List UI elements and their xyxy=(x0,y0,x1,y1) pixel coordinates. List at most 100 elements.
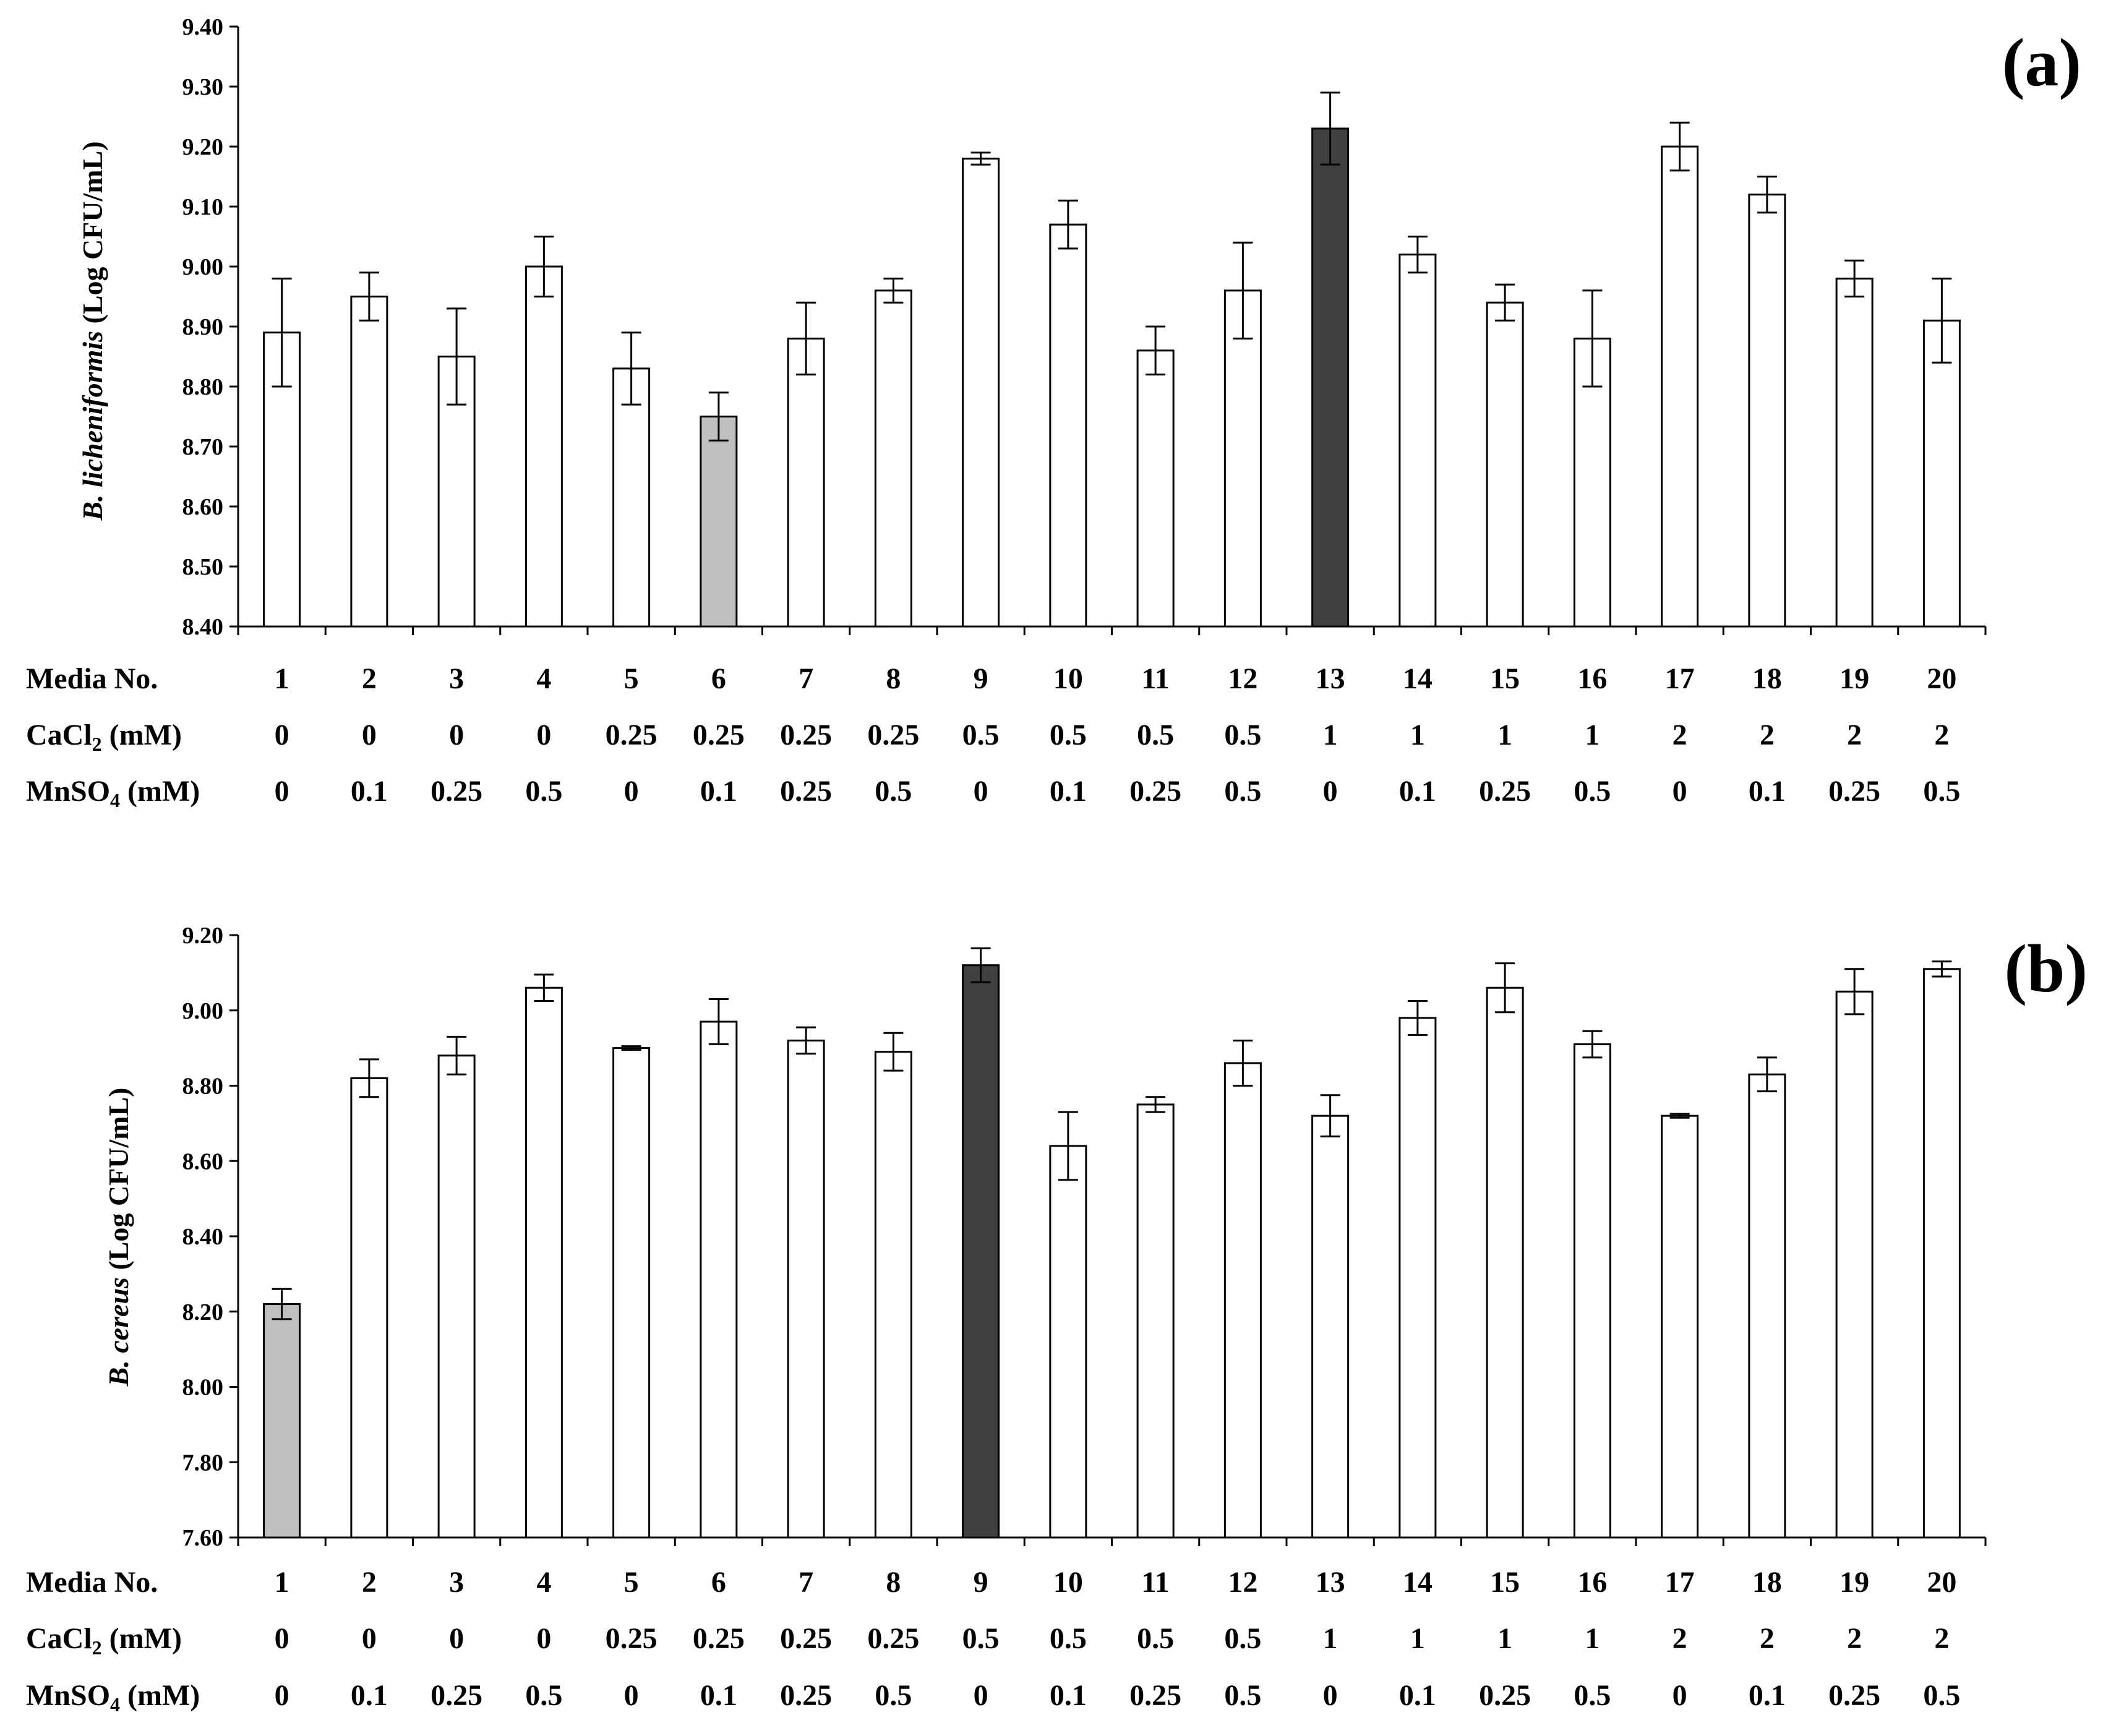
bar xyxy=(787,1039,825,1539)
media-no-cell: 7 xyxy=(799,1566,813,1599)
cacl2-cell: 0.25 xyxy=(606,719,657,751)
media-no-cell: 9 xyxy=(974,1566,988,1599)
media-no-cell: 8 xyxy=(886,1566,901,1599)
y-tick-label: 8.40 xyxy=(182,1224,224,1250)
cacl2-cell: 2 xyxy=(1760,1622,1775,1655)
media-no-cell: 1 xyxy=(275,662,289,695)
media-no-cell: 2 xyxy=(362,662,377,695)
media-no-cell: 14 xyxy=(1403,662,1433,695)
bar xyxy=(263,1303,301,1539)
y-tick-label: 9.00 xyxy=(182,998,224,1024)
mnso4-cell: 0 xyxy=(1323,775,1338,808)
media-no-cell: 15 xyxy=(1490,1566,1520,1599)
mnso4-cell: 0.5 xyxy=(525,775,562,808)
bar xyxy=(437,1054,476,1539)
cacl2-cell: 1 xyxy=(1497,1622,1512,1655)
row-label-cacl2: CaCl2 (mM) xyxy=(26,719,182,755)
row-label-cacl2-unit: (mM) xyxy=(102,1622,182,1655)
media-no-cell: 20 xyxy=(1927,662,1956,695)
media-no-cell: 10 xyxy=(1053,1566,1083,1599)
mnso4-cell: 0 xyxy=(624,775,639,808)
row-label-mnso4: MnSO4 (mM) xyxy=(26,775,200,811)
cacl2-cell: 1 xyxy=(1410,1622,1425,1655)
media-no-cell: 4 xyxy=(536,662,551,695)
y-tick-label: 7.80 xyxy=(182,1450,224,1476)
bar xyxy=(1922,319,1961,628)
bar xyxy=(1398,1017,1437,1539)
cacl2-cell: 0 xyxy=(362,719,377,751)
media-no-cell: 5 xyxy=(624,662,639,695)
cacl2-cell: 0.25 xyxy=(693,1622,745,1655)
bar xyxy=(1748,1073,1786,1539)
y-axis-label-a: B. licheniformis (Log CFU/mL) xyxy=(77,141,108,521)
mnso4-cell: 0.25 xyxy=(1479,775,1531,808)
media-no-cell: 10 xyxy=(1053,662,1083,695)
panel-label-a: (a) xyxy=(2002,25,2081,100)
mnso4-cell: 0.1 xyxy=(1399,775,1436,808)
cacl2-cell: 2 xyxy=(1673,1622,1687,1655)
row-label-cacl2-main: CaCl xyxy=(26,1622,92,1655)
mnso4-cell: 0.1 xyxy=(1749,1679,1786,1712)
mnso4-cell: 0.25 xyxy=(430,775,482,808)
bar xyxy=(874,1051,912,1539)
y-axis-label-a-italic: B. licheniformis xyxy=(77,331,108,521)
y-tick-label: 8.60 xyxy=(182,1148,224,1174)
media-no-cell: 6 xyxy=(711,1566,726,1599)
mnso4-cell: 0.1 xyxy=(1050,1679,1087,1712)
media-no-cell: 3 xyxy=(449,662,464,695)
bar xyxy=(874,289,912,628)
mnso4-cell: 0.1 xyxy=(351,1679,388,1712)
media-no-cell: 5 xyxy=(624,1566,639,1599)
bar xyxy=(1573,1043,1611,1539)
cacl2-cell: 2 xyxy=(1673,719,1687,751)
cacl2-cell: 0 xyxy=(275,719,289,751)
cacl2-cell: 0 xyxy=(449,1622,464,1655)
cacl2-cell: 1 xyxy=(1323,1622,1338,1655)
y-axis-label-b-italic: B. cereus xyxy=(103,1277,134,1387)
y-tick-label: 8.50 xyxy=(182,554,224,580)
cacl2-cell: 2 xyxy=(1934,1622,1949,1655)
cacl2-cell: 0.5 xyxy=(1137,1622,1174,1655)
mnso4-cell: 0 xyxy=(275,775,289,808)
media-no-cell: 8 xyxy=(886,662,901,695)
y-tick-label: 8.60 xyxy=(182,494,224,520)
mnso4-cell: 0.5 xyxy=(1574,775,1611,808)
media-no-cell: 20 xyxy=(1927,1566,1956,1599)
y-tick-label: 8.40 xyxy=(182,614,224,640)
cacl2-cell: 0 xyxy=(449,719,464,751)
cacl2-cell: 1 xyxy=(1497,719,1512,751)
bar xyxy=(700,416,738,628)
bar xyxy=(962,157,1000,628)
media-no-cell: 14 xyxy=(1403,1566,1433,1599)
cacl2-cell: 0.5 xyxy=(1050,719,1087,751)
cacl2-cell: 2 xyxy=(1934,719,1949,751)
media-no-cell: 4 xyxy=(536,1566,551,1599)
cacl2-cell: 0.25 xyxy=(867,719,919,751)
bar xyxy=(1835,990,1874,1539)
mnso4-cell: 0.1 xyxy=(700,1679,737,1712)
mnso4-cell: 0.5 xyxy=(1574,1679,1611,1712)
media-no-cell: 13 xyxy=(1316,662,1345,695)
bar xyxy=(787,337,825,628)
media-no-cell: 17 xyxy=(1665,1566,1695,1599)
bar xyxy=(1223,1062,1262,1539)
mnso4-cell: 0 xyxy=(974,775,988,808)
y-tick-label: 8.80 xyxy=(182,1074,224,1100)
y-tick-label: 7.60 xyxy=(182,1525,224,1551)
media-no-cell: 11 xyxy=(1141,662,1169,695)
row-label-cacl2-sub: 2 xyxy=(92,1636,102,1659)
cacl2-cell: 0.5 xyxy=(962,719,1000,751)
y-tick-label: 9.00 xyxy=(182,254,224,280)
mnso4-cell: 0 xyxy=(974,1679,988,1712)
row-label-cacl2-main: CaCl xyxy=(26,719,92,751)
cacl2-cell: 2 xyxy=(1847,719,1862,751)
mnso4-cell: 0.1 xyxy=(1749,775,1786,808)
mnso4-cell: 0.25 xyxy=(1129,1679,1181,1712)
mnso4-cell: 0.5 xyxy=(1224,1679,1261,1712)
cacl2-cell: 0 xyxy=(362,1622,377,1655)
y-tick-label: 9.20 xyxy=(182,923,224,949)
media-no-cell: 3 xyxy=(449,1566,464,1599)
row-label-cacl2-sub: 2 xyxy=(92,733,102,755)
row-label-mnso4-sub: 4 xyxy=(110,1693,120,1716)
